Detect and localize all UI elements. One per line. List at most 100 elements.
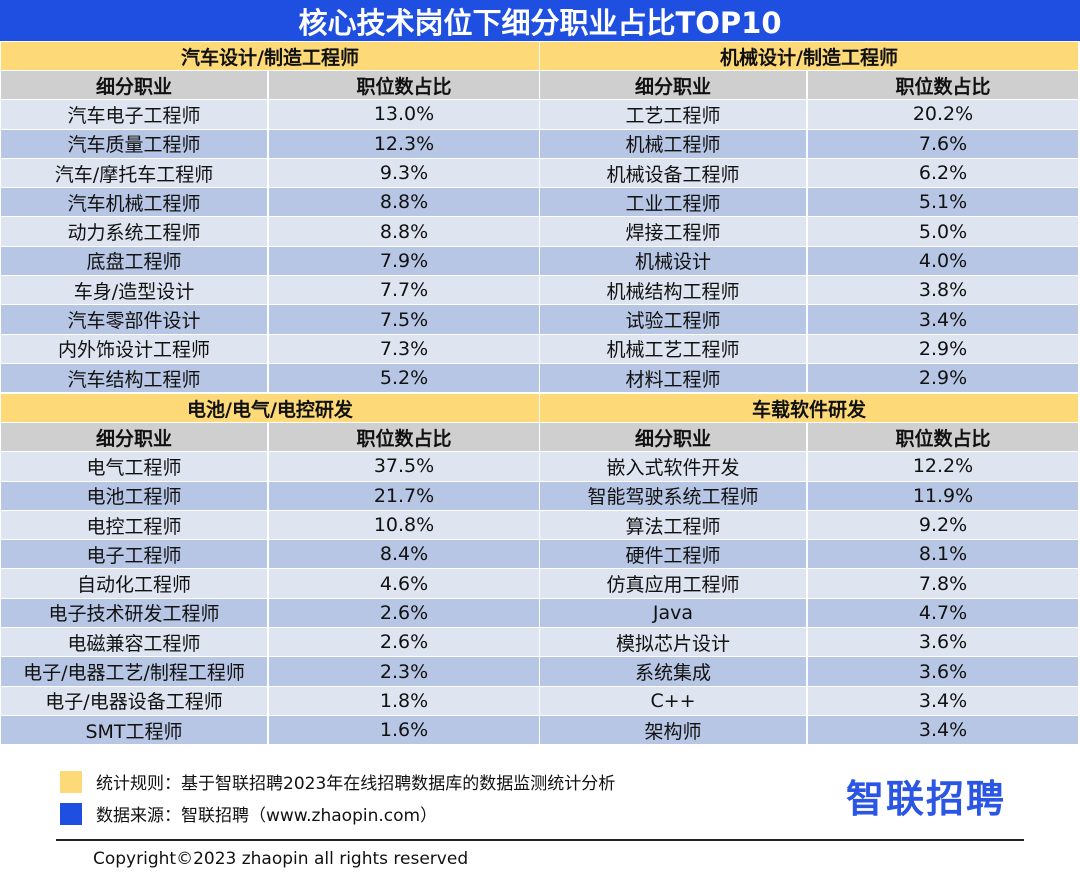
table-header-row: 细分职业 职位数占比: [1, 71, 539, 101]
table-row: 电子技术研发工程师 2.6%: [1, 598, 539, 629]
footer-divider: [56, 839, 1024, 841]
share-cell: 37.5%: [269, 452, 539, 481]
job-cell: SMT工程师: [1, 715, 269, 745]
share-cell: 20.2%: [808, 100, 1078, 129]
job-cell: Java: [540, 598, 808, 628]
column-header-share: 职位数占比: [269, 423, 539, 452]
job-cell: 车身/造型设计: [1, 276, 269, 305]
table-header-row: 细分职业 职位数占比: [540, 423, 1078, 453]
share-cell: 5.1%: [808, 188, 1078, 217]
job-cell: 动力系统工程师: [1, 217, 269, 246]
job-cell: 系统集成: [540, 657, 808, 686]
table-row: 机械工艺工程师 2.9%: [540, 334, 1078, 364]
job-cell: 工艺工程师: [540, 100, 808, 129]
share-cell: 5.2%: [269, 363, 539, 393]
share-cell: 8.1%: [808, 540, 1078, 569]
panel-auto: 汽车设计/制造工程师 细分职业 职位数占比 汽车电子工程师 13.0% 汽车质量工程师 12…: [1, 42, 539, 394]
table-header-row: 细分职业 职位数占比: [540, 71, 1078, 101]
share-cell: 7.9%: [269, 246, 539, 276]
job-cell: 架构师: [540, 715, 808, 745]
share-cell: 8.4%: [269, 540, 539, 569]
job-cell: 电池工程师: [1, 481, 269, 510]
share-cell: 4.7%: [808, 598, 1078, 628]
job-cell: 汽车质量工程师: [1, 129, 269, 158]
share-cell: 9.2%: [808, 510, 1078, 540]
job-cell: 汽车结构工程师: [1, 363, 269, 393]
table-row: 电子工程师 8.4%: [1, 540, 539, 570]
job-cell: 汽车零部件设计: [1, 305, 269, 334]
job-cell: 智能驾驶系统工程师: [540, 481, 808, 510]
table-row: 架构师 3.4%: [540, 715, 1078, 746]
table-row: 电池工程师 21.7%: [1, 481, 539, 511]
table-row: 机械工程师 7.6%: [540, 129, 1078, 159]
table-row: 汽车电子工程师 13.0%: [1, 100, 539, 130]
job-cell: 汽车/摩托车工程师: [1, 158, 269, 188]
table-row: 内外饰设计工程师 7.3%: [1, 334, 539, 364]
column-header-share: 职位数占比: [808, 423, 1078, 452]
job-cell: 电磁兼容工程师: [1, 628, 269, 657]
job-cell: 仿真应用工程师: [540, 569, 808, 598]
legend-rule-text: 统计规则：基于智联招聘2023年在线招聘数据库的数据监测统计分析: [96, 774, 616, 794]
table-row: 动力系统工程师 8.8%: [1, 217, 539, 247]
table-row: 系统集成 3.6%: [540, 657, 1078, 687]
share-cell: 12.2%: [808, 452, 1078, 481]
share-cell: 3.4%: [808, 305, 1078, 334]
table-row: 嵌入式软件开发 12.2%: [540, 452, 1078, 482]
job-cell: 工业工程师: [540, 188, 808, 217]
legend-rule-swatch: [60, 770, 82, 793]
job-cell: 机械设计: [540, 246, 808, 276]
panel-software: 车载软件研发 细分职业 职位数占比 嵌入式软件开发 12.2% 智能驾驶系统工程师 11.9…: [540, 394, 1078, 746]
job-cell: 电子/电器设备工程师: [1, 686, 269, 715]
table-row: 模拟芯片设计 3.6%: [540, 628, 1078, 658]
table-row: 工业工程师 5.1%: [540, 188, 1078, 218]
table-row: 电磁兼容工程师 2.6%: [1, 628, 539, 658]
share-cell: 2.9%: [808, 363, 1078, 393]
table-row: 底盘工程师 7.9%: [1, 246, 539, 277]
column-header-share: 职位数占比: [269, 71, 539, 100]
table-row: 汽车/摩托车工程师 9.3%: [1, 158, 539, 189]
table-row: 汽车零部件设计 7.5%: [1, 305, 539, 335]
legend-rule: 统计规则：基于智联招聘2023年在线招聘数据库的数据监测统计分析: [60, 769, 615, 794]
job-cell: C++: [540, 686, 808, 715]
share-cell: 11.9%: [808, 481, 1078, 510]
page-title: 核心技术岗位下细分职业占比TOP10: [0, 0, 1080, 41]
table-row: 自动化工程师 4.6%: [1, 569, 539, 599]
table-row: 电气工程师 37.5%: [1, 452, 539, 482]
table-row: 试验工程师 3.4%: [540, 305, 1078, 335]
share-cell: 2.6%: [269, 598, 539, 628]
share-cell: 7.3%: [269, 334, 539, 363]
table-row: 汽车机械工程师 8.8%: [1, 188, 539, 218]
job-cell: 硬件工程师: [540, 540, 808, 569]
table-row: 汽车结构工程师 5.2%: [1, 363, 539, 394]
job-cell: 嵌入式软件开发: [540, 452, 808, 481]
share-cell: 13.0%: [269, 100, 539, 129]
table-row: 算法工程师 9.2%: [540, 510, 1078, 541]
share-cell: 2.9%: [808, 334, 1078, 363]
job-cell: 机械工程师: [540, 129, 808, 158]
section-title: 汽车设计/制造工程师: [1, 42, 539, 71]
share-cell: 4.0%: [808, 246, 1078, 276]
job-cell: 电气工程师: [1, 452, 269, 481]
job-cell: 算法工程师: [540, 510, 808, 540]
share-cell: 1.8%: [269, 686, 539, 715]
table-row: Java 4.7%: [540, 598, 1078, 629]
share-cell: 8.8%: [269, 217, 539, 246]
job-cell: 汽车机械工程师: [1, 188, 269, 217]
table-row: 硬件工程师 8.1%: [540, 540, 1078, 570]
share-cell: 4.6%: [269, 569, 539, 598]
share-cell: 7.8%: [808, 569, 1078, 598]
job-cell: 试验工程师: [540, 305, 808, 334]
table-row: 焊接工程师 5.0%: [540, 217, 1078, 247]
table-row: 工艺工程师 20.2%: [540, 100, 1078, 130]
table-row: 机械设备工程师 6.2%: [540, 158, 1078, 189]
job-cell: 电子技术研发工程师: [1, 598, 269, 628]
legend-source-text: 数据来源：智联招聘（www.zhaopin.com）: [96, 806, 438, 826]
table-row: 汽车质量工程师 12.3%: [1, 129, 539, 159]
share-cell: 3.4%: [808, 715, 1078, 745]
share-cell: 6.2%: [808, 158, 1078, 188]
table-row: SMT工程师 1.6%: [1, 715, 539, 746]
job-cell: 汽车电子工程师: [1, 100, 269, 129]
section-title: 机械设计/制造工程师: [540, 42, 1078, 71]
table-row: 车身/造型设计 7.7%: [1, 276, 539, 306]
section-title: 车载软件研发: [540, 394, 1078, 423]
